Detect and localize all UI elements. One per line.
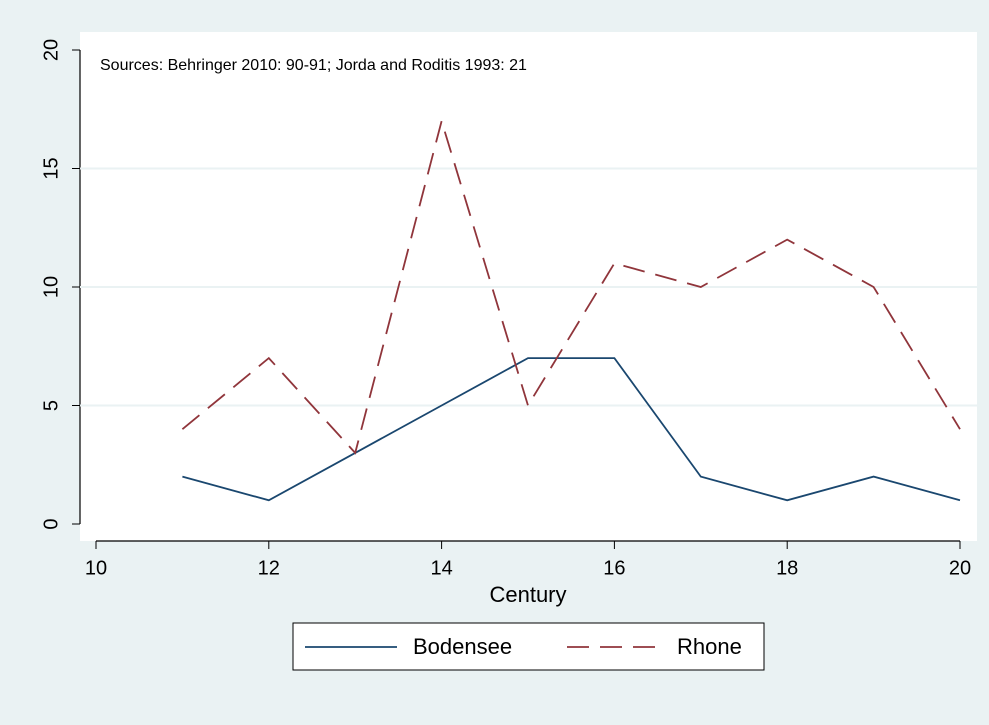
x-tick-label: 14 xyxy=(430,557,452,579)
x-axis-title: Century xyxy=(489,582,566,607)
series-line xyxy=(182,357,961,502)
y-tick-label: 20 xyxy=(40,39,62,61)
x-tick-label: 10 xyxy=(85,557,107,579)
legend-label: Rhone xyxy=(677,634,742,659)
legend-label: Bodensee xyxy=(413,634,512,659)
y-tick-label: 0 xyxy=(40,518,62,529)
x-tick-label: 20 xyxy=(949,557,971,579)
y-tick-label: 5 xyxy=(40,400,62,411)
annotation: Sources: Behringer 2010: 90-91; Jorda an… xyxy=(100,57,527,74)
x-tick-label: 12 xyxy=(258,557,280,579)
x-tick-label: 16 xyxy=(603,557,625,579)
y-tick-label: 10 xyxy=(40,276,62,298)
x-tick-label: 18 xyxy=(776,557,798,579)
series-line xyxy=(181,117,961,455)
y-tick-label: 15 xyxy=(40,157,62,179)
